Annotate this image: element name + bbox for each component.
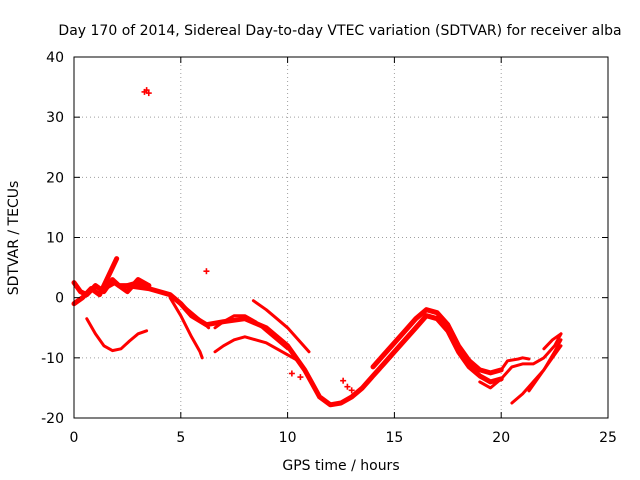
series-branch-d — [213, 335, 300, 363]
series-early-cluster-b — [71, 256, 120, 307]
x-tick-label: 5 — [176, 430, 185, 446]
outlier-point — [344, 383, 351, 390]
y-tick-label: 10 — [46, 231, 64, 247]
outlier-point — [288, 370, 295, 377]
data-layer — [71, 87, 563, 408]
x-tick-label: 10 — [279, 430, 297, 446]
y-tick-label: 0 — [55, 291, 64, 307]
series-branch-a — [168, 296, 204, 360]
y-axis-label: SDTVAR / TECUs — [6, 181, 22, 296]
x-tick-label: 0 — [70, 430, 79, 446]
x-tick-label: 20 — [492, 430, 510, 446]
x-tick-label: 15 — [385, 430, 403, 446]
series-tail-d — [527, 344, 563, 393]
outlier-point — [348, 387, 355, 394]
series-upper-wave — [370, 307, 504, 376]
outlier-point — [340, 377, 347, 384]
series-early-cluster-c — [101, 277, 152, 295]
series-branch-e — [251, 299, 311, 354]
series-branch-c — [213, 314, 290, 351]
series-branch-b — [179, 302, 211, 330]
ticks: 0 5 10 15 20 25 -20 -10 0 10 20 30 40 — [41, 50, 617, 446]
series-tail-c — [510, 338, 563, 405]
outlier-point — [203, 268, 210, 275]
outlier-point — [143, 87, 150, 94]
y-tick-label: -10 — [41, 351, 64, 367]
series-tail-e — [542, 332, 563, 351]
y-tick-label: 30 — [46, 110, 64, 126]
x-tick-label: 25 — [599, 430, 617, 446]
series-main-trend — [124, 283, 504, 408]
outlier-point — [145, 90, 152, 97]
y-tick-label: 20 — [46, 170, 64, 186]
y-tick-label: -20 — [41, 411, 64, 427]
y-tick-label: 40 — [46, 50, 64, 66]
chart-title: Day 170 of 2014, Sidereal Day-to-day VTE… — [58, 23, 621, 39]
x-axis-label: GPS time / hours — [282, 458, 399, 474]
series-tail-b — [499, 356, 531, 372]
series-tail-a — [478, 332, 563, 390]
outlier-point — [297, 374, 304, 381]
series-arc-low — [85, 317, 149, 353]
